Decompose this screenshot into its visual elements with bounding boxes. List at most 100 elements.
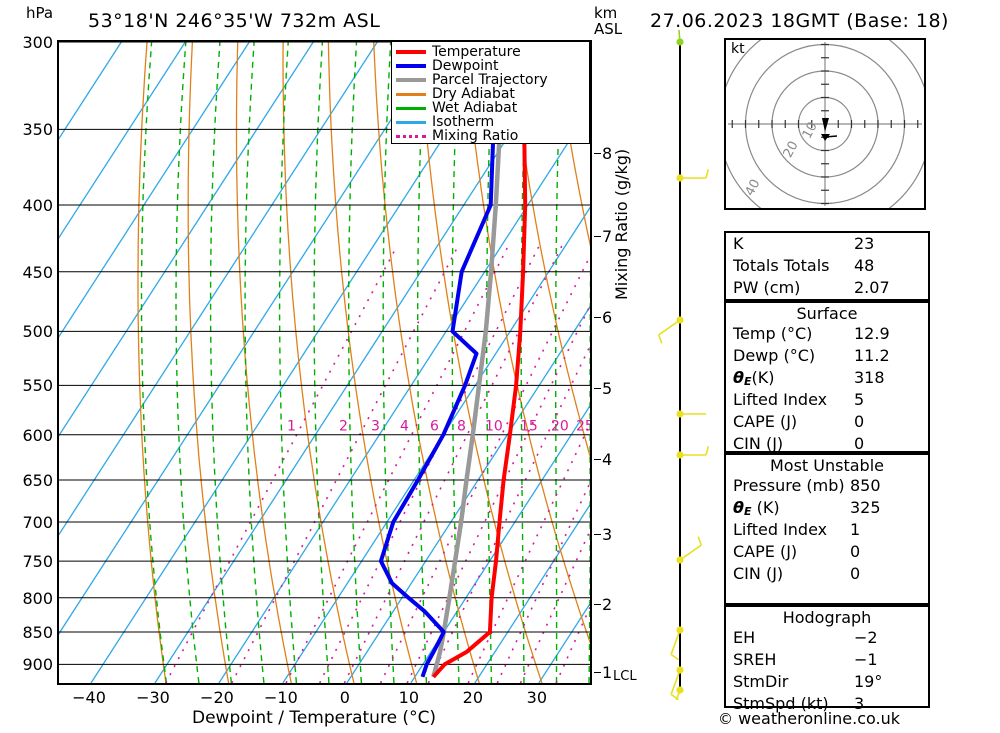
temperature-tick-label: −10 xyxy=(264,688,298,707)
stat-value: 11.2 xyxy=(854,346,890,365)
height-tick-label: 1 xyxy=(602,663,613,682)
stat-row: Totals Totals 48 xyxy=(726,255,928,277)
pressure-tick-label: 400 xyxy=(22,195,53,215)
hodograph-unit-label: kt xyxy=(731,41,745,57)
pressure-tick-label: 450 xyxy=(22,262,53,282)
legend-label: Wet Adiabat xyxy=(432,100,518,116)
temperature-tick-label: −20 xyxy=(200,688,234,707)
panel-title: Most Unstable xyxy=(770,456,884,475)
legend-item: Parcel Trajectory xyxy=(396,73,585,87)
temperature-tick-label: 20 xyxy=(462,688,484,707)
height-tick-label: 6 xyxy=(602,308,613,327)
lcl-label: LCL xyxy=(613,669,637,684)
legend-item: Temperature xyxy=(396,45,585,59)
hodograph-plot: 10 20 40 kt xyxy=(724,38,926,210)
mixing-ratio-labels: 1 2 3 4 6 8 10 15 20 25 xyxy=(287,419,590,435)
height-tick xyxy=(594,317,601,318)
stat-label: SREH xyxy=(733,650,777,669)
stat-value: −2 xyxy=(854,628,878,647)
stat-label: Totals Totals xyxy=(733,256,830,275)
pressure-tick-label: 650 xyxy=(22,471,53,491)
stat-value: 0 xyxy=(854,434,865,453)
height-tick xyxy=(594,534,601,535)
stat-row: CIN (J) 0 xyxy=(726,563,928,585)
height-tick xyxy=(594,672,601,673)
height-tick-label: 7 xyxy=(602,227,613,246)
stat-value: 0 xyxy=(854,412,865,431)
stat-row: K 23 xyxy=(726,233,928,255)
dewpoint-curve xyxy=(378,42,505,678)
stat-label: CAPE (J) xyxy=(733,412,798,431)
stat-value: 0 xyxy=(850,564,861,583)
stat-row: Dewp (°C) 11.2 xyxy=(726,345,928,367)
stat-row: StmDir 19° xyxy=(726,671,928,693)
parcel-trajectory-curve xyxy=(431,42,504,678)
skewt-plot: 1 2 3 4 6 8 10 15 20 25 xyxy=(57,40,592,685)
stat-row: SREH −1 xyxy=(726,649,928,671)
stat-label: CAPE (J) xyxy=(733,542,798,561)
stat-value: 23 xyxy=(854,234,875,253)
temperature-tick-label: −40 xyxy=(72,688,106,707)
legend-label: Temperature xyxy=(432,44,521,60)
temperature-axis: −40 −30 −20 −10 0 10 20 30 xyxy=(57,686,594,710)
pressure-tick-label: 750 xyxy=(22,552,53,572)
mixing-ratio-lines xyxy=(165,245,590,683)
page-title: 53°18'N 246°35'W 732m ASL xyxy=(88,10,381,32)
height-unit-label: km xyxy=(594,4,618,22)
pressure-tick-label: 300 xyxy=(22,33,53,52)
height-tick-label: 8 xyxy=(602,144,613,163)
date-title: 27.06.2023 18GMT (Base: 18) xyxy=(650,10,949,32)
hodograph-ring-label: 40 xyxy=(743,177,764,199)
stat-value: 5 xyxy=(854,390,865,409)
legend-item: Isotherm xyxy=(396,115,585,129)
stat-label: CIN (J) xyxy=(733,564,784,583)
copyright-notice: © weatheronline.co.uk xyxy=(718,709,900,728)
stat-label: StmDir xyxy=(733,672,789,691)
hodograph-ring-label: 20 xyxy=(781,139,802,161)
mixing-ratio-label: 1 xyxy=(287,419,296,435)
stat-row: θE (K) 325 xyxy=(726,497,928,519)
stat-row: θE(K) 318 xyxy=(726,367,928,389)
stat-label: θE (K) xyxy=(733,498,780,518)
wind-barb-canvas xyxy=(657,13,710,721)
mixing-ratio-label: 15 xyxy=(520,419,538,435)
pressure-tick-label: 350 xyxy=(22,120,53,140)
stat-label: θE(K) xyxy=(733,368,775,388)
legend-item: Dry Adiabat xyxy=(396,87,585,101)
mixing-ratio-label: 25 xyxy=(576,419,590,435)
pressure-tick-label: 550 xyxy=(22,376,53,396)
most-unstable-panel: Most Unstable Pressure (mb) 850 θE (K) 325 Li… xyxy=(724,453,930,605)
temperature-curve xyxy=(431,42,528,679)
pressure-tick-label: 600 xyxy=(22,425,53,445)
mixing-ratio-label: 20 xyxy=(551,419,569,435)
stat-label: Pressure (mb) xyxy=(733,476,845,495)
stat-label: EH xyxy=(733,628,756,647)
copyright-symbol: © xyxy=(718,710,733,728)
stat-label: PW (cm) xyxy=(733,278,801,297)
legend-item: Mixing Ratio xyxy=(396,129,585,143)
legend-swatch xyxy=(396,106,426,110)
stat-value: 325 xyxy=(850,498,881,517)
mixing-ratio-label: 3 xyxy=(371,419,380,435)
height-tick xyxy=(594,388,601,389)
legend-swatch xyxy=(396,64,426,68)
stat-row: CAPE (J) 0 xyxy=(726,541,928,563)
stat-label: Lifted Index xyxy=(733,520,828,539)
stat-value: 0 xyxy=(850,542,861,561)
stat-row: PW (cm) 2.07 xyxy=(726,277,928,299)
stat-row: EH −2 xyxy=(726,627,928,649)
stat-label: Lifted Index xyxy=(733,390,828,409)
stat-value: 3 xyxy=(854,694,865,713)
height-tick-label: 3 xyxy=(602,525,613,544)
indices-panel: K 23 Totals Totals 48 PW (cm) 2.07 xyxy=(724,231,930,301)
legend-swatch xyxy=(396,120,426,124)
legend-label: Parcel Trajectory xyxy=(432,72,548,88)
legend-label: Dry Adiabat xyxy=(432,86,515,102)
stat-label: Temp (°C) xyxy=(733,324,813,343)
copyright-text: weatheronline.co.uk xyxy=(738,709,900,728)
surface-panel: Surface Temp (°C) 12.9 Dewp (°C) 11.2 θE(K) 31… xyxy=(724,301,930,453)
height-tick xyxy=(594,236,601,237)
stat-value: 48 xyxy=(854,256,875,275)
